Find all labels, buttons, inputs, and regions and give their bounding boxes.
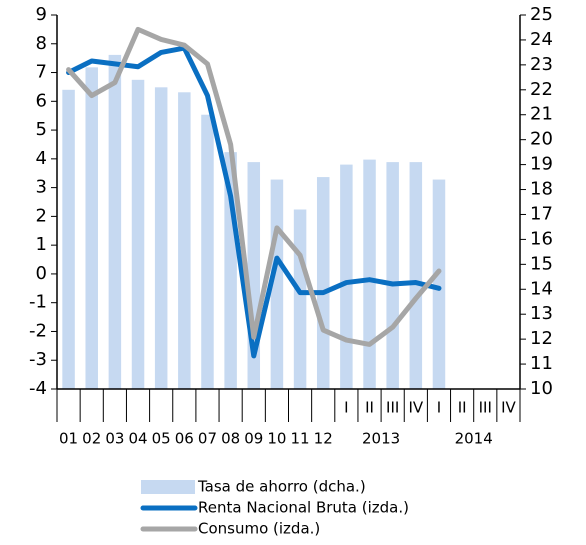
x-tick-label: IV	[408, 399, 423, 417]
bar	[108, 54, 122, 389]
y2-tick-label: 24	[530, 29, 553, 50]
y-tick-label: -2	[29, 320, 47, 341]
y-tick-label: 9	[36, 4, 47, 25]
y-tick-label: 3	[36, 177, 47, 198]
bar	[316, 177, 330, 389]
x-tick-label: 05	[152, 430, 171, 448]
y-tick-label: 7	[36, 62, 47, 83]
y-tick-label: -1	[29, 292, 47, 313]
x-tick-label: 06	[175, 430, 194, 448]
bar	[62, 89, 75, 390]
y-tick-label: -3	[29, 349, 47, 370]
bar	[340, 164, 353, 389]
y2-tick-label: 17	[530, 203, 553, 224]
y-tick-label: 2	[36, 205, 47, 226]
y2-tick-label: 21	[530, 104, 553, 125]
x-tick-label: 03	[105, 430, 124, 448]
bar	[85, 67, 98, 390]
bar	[363, 159, 376, 389]
y-tick-label: 4	[36, 148, 47, 169]
bar	[201, 114, 214, 389]
y-tick-label: -4	[29, 378, 47, 399]
y2-tick-label: 16	[530, 228, 553, 249]
x-tick-label: II	[365, 399, 374, 417]
bar	[432, 179, 446, 389]
y2-tick-label: 15	[530, 253, 553, 274]
legend-label: Tasa de ahorro (dcha.)	[197, 478, 366, 496]
x-tick-label: III	[386, 399, 399, 417]
x-tick-label: 08	[221, 430, 240, 448]
x-tick-label: 11	[291, 430, 310, 448]
legend-label: Consumo (izda.)	[198, 520, 320, 538]
y2-tick-label: 10	[530, 378, 553, 399]
y2-tick-label: 25	[530, 4, 553, 25]
y2-tick-label: 13	[530, 303, 553, 324]
x-tick-label: 07	[198, 430, 217, 448]
y2-tick-label: 12	[530, 328, 553, 349]
y2-tick-label: 19	[530, 154, 553, 175]
x-tick-label: 02	[82, 430, 101, 448]
x-tick-label: IV	[501, 399, 516, 417]
y2-tick-label: 20	[530, 129, 553, 150]
y2-tick-label: 22	[530, 79, 553, 100]
line	[66, 26, 442, 347]
legend-label: Renta Nacional Bruta (izda.)	[198, 499, 409, 517]
y2-tick-label: 18	[530, 179, 553, 200]
y2-tick-label: 14	[530, 278, 553, 299]
y-tick-label: 0	[36, 263, 47, 284]
x-tick-label: I	[344, 399, 348, 417]
x-tick-label: 10	[267, 430, 286, 448]
x-group-label: 2013	[362, 430, 400, 448]
bar	[131, 79, 145, 390]
y-tick-label: 5	[36, 119, 47, 140]
x-tick-label: 01	[59, 430, 78, 448]
y-tick-label: 8	[36, 33, 47, 54]
x-tick-label: 04	[128, 430, 147, 448]
bar	[178, 92, 191, 389]
bar	[293, 209, 307, 389]
bar	[386, 162, 399, 389]
x-tick-label: II	[458, 399, 467, 417]
x-group-label: 2014	[455, 430, 493, 448]
y2-tick-label: 23	[530, 54, 553, 75]
bar	[154, 87, 168, 389]
x-tick-label: I	[437, 399, 441, 417]
y2-tick-label: 11	[530, 353, 553, 374]
x-tick-label: III	[479, 399, 492, 417]
bar	[409, 162, 423, 389]
legend-swatch	[141, 480, 195, 494]
y-tick-label: 1	[36, 234, 47, 255]
x-tick-label: 12	[314, 430, 333, 448]
x-tick-label: 09	[244, 430, 263, 448]
line	[66, 45, 442, 359]
y-tick-label: 6	[36, 90, 47, 111]
